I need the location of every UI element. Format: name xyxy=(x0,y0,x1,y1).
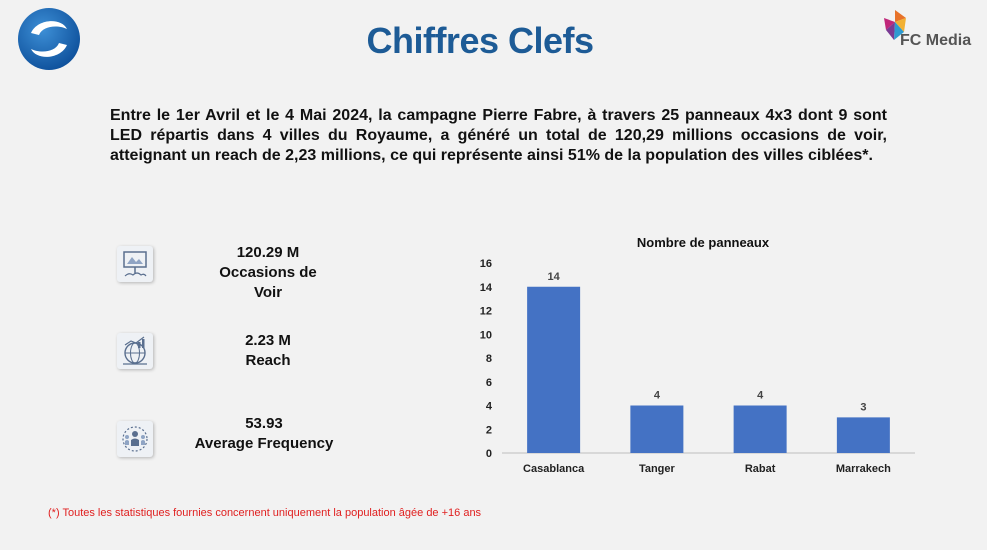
y-tick-label: 16 xyxy=(480,258,492,270)
fc-media-logo-text: FC Media xyxy=(900,32,972,49)
bar xyxy=(630,405,684,453)
kpi-occasions-de-voir: 120.29 M Occasions de Voir xyxy=(183,243,353,303)
y-tick-label: 14 xyxy=(480,282,493,294)
data-label: 3 xyxy=(860,401,866,413)
y-tick-label: 6 xyxy=(486,377,492,389)
audience-icon xyxy=(117,421,153,457)
kpi-value: 120.29 M xyxy=(236,244,300,261)
fc-media-logo-icon xyxy=(884,10,906,40)
x-tick-label: Tanger xyxy=(639,463,676,475)
y-tick-label: 8 xyxy=(486,353,492,365)
footnote: (*) Toutes les statistiques fournies con… xyxy=(48,507,482,519)
summary-paragraph: Entre le 1er Avril et le 4 Mai 2024, la … xyxy=(110,107,887,164)
y-tick-label: 10 xyxy=(480,329,492,341)
kpi-label: Occasions de xyxy=(219,264,317,281)
x-tick-label: Casablanca xyxy=(523,463,585,475)
chart-title: Nombre de panneaux xyxy=(636,235,770,250)
y-tick-label: 12 xyxy=(480,306,492,318)
kpi-value: 53.93 xyxy=(245,415,283,432)
kpi-reach: 2.23 M Reach xyxy=(183,331,353,371)
data-label: 14 xyxy=(548,271,561,283)
kpi-average-frequency: 53.93 Average Frequency xyxy=(179,414,349,454)
x-tick-label: Marrakech xyxy=(836,463,891,475)
bar-chart: 0 2 4 6 8 10 12 14 16 14 Casablanca 4 Tanger 4 Rabat 3 M… xyxy=(480,258,915,475)
y-tick-label: 4 xyxy=(486,401,493,413)
billboard-icon xyxy=(117,246,153,282)
kpi-label: Reach xyxy=(245,352,291,369)
kpi-label: Voir xyxy=(253,284,283,301)
data-label: 4 xyxy=(757,390,764,402)
page-title: Chiffres Clefs xyxy=(366,20,594,61)
x-tick-label: Rabat xyxy=(745,463,776,475)
kpi-value: 2.23 M xyxy=(245,332,291,349)
bar xyxy=(527,286,581,453)
data-label: 4 xyxy=(654,390,661,402)
y-tick-label: 0 xyxy=(486,448,492,460)
globe-chart-icon xyxy=(117,333,153,369)
bar xyxy=(733,405,787,453)
bar xyxy=(836,417,890,453)
y-tick-label: 2 xyxy=(486,424,492,436)
kpi-label: Average Frequency xyxy=(194,435,334,452)
company-logo-icon xyxy=(18,8,80,70)
fc-media-logo: FC Media xyxy=(876,6,980,56)
